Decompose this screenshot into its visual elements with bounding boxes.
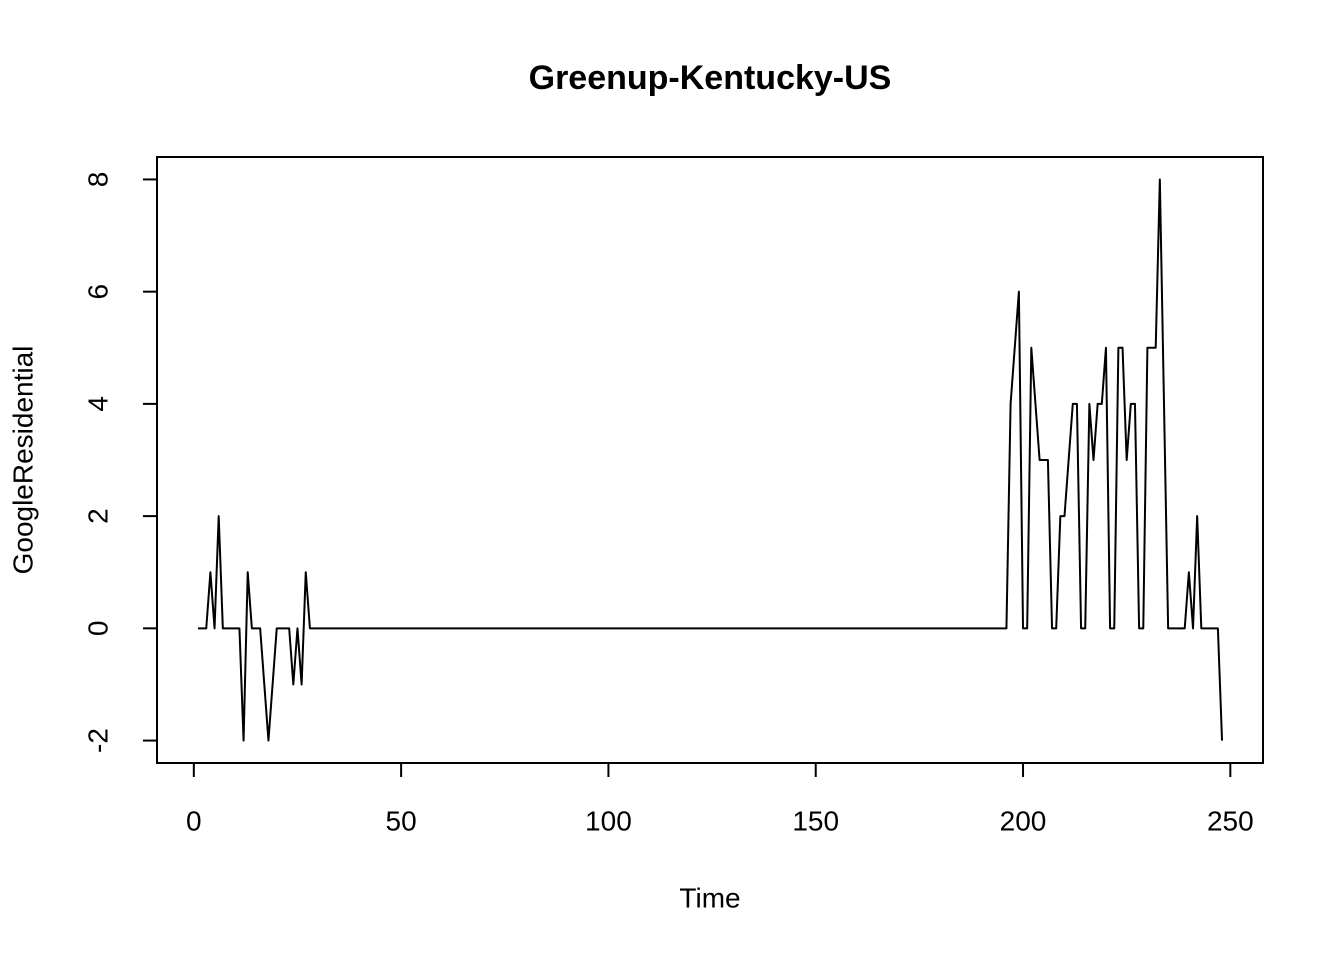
x-axis-label: Time — [679, 882, 740, 913]
data-line — [197, 178, 1224, 742]
y-tick-label: 4 — [82, 396, 113, 412]
chart-title: Greenup-Kentucky-US — [529, 59, 892, 97]
plot-frame — [156, 156, 1264, 764]
y-tick-label: -2 — [82, 728, 113, 753]
y-tick-label: 2 — [82, 508, 113, 524]
x-tick-label: 150 — [792, 805, 839, 836]
y-tick-label: 6 — [82, 284, 113, 300]
x-tick-label: 0 — [186, 805, 202, 836]
x-tick-label: 250 — [1207, 805, 1254, 836]
y-tick-label: 8 — [82, 172, 113, 188]
y-tick-label: 0 — [82, 621, 113, 637]
x-tick-label: 100 — [585, 805, 632, 836]
x-tick-label: 50 — [386, 805, 417, 836]
y-axis-label: GoogleResidential — [7, 346, 38, 575]
x-tick-label: 200 — [1000, 805, 1047, 836]
